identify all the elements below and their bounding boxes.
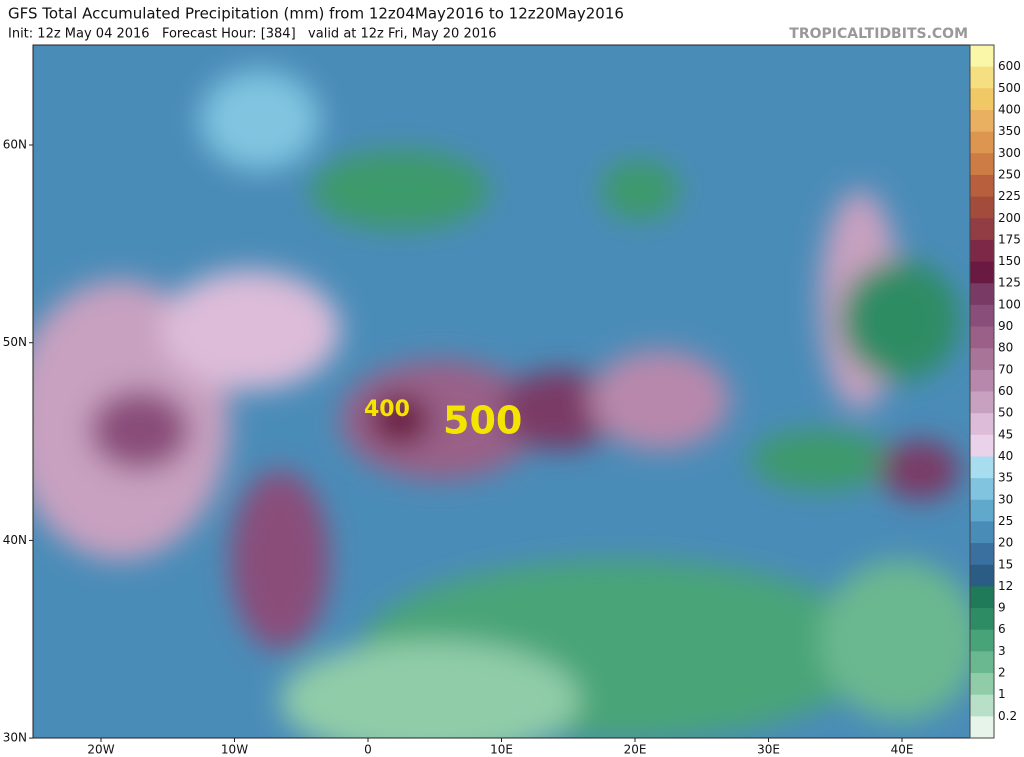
legend-swatch — [970, 564, 994, 587]
legend-swatch — [970, 434, 994, 457]
lon-label: 20E — [624, 743, 647, 757]
legend-label: 300 — [998, 146, 1021, 160]
legend-swatch — [970, 304, 994, 328]
legend-swatch — [970, 261, 994, 284]
legend-swatch — [970, 326, 994, 349]
annotation: 400 — [364, 397, 410, 422]
legend-swatch — [970, 521, 994, 544]
lon-label: 10E — [490, 743, 513, 757]
legend-swatch — [970, 88, 994, 111]
legend-label: 25 — [998, 514, 1013, 528]
watermark: TROPICALTIDBITS.COM — [789, 26, 968, 42]
legend-swatch — [970, 586, 994, 609]
legend-label: 150 — [998, 254, 1021, 268]
legend-swatch — [970, 651, 994, 674]
lat-label: 40N — [3, 533, 27, 547]
legend-label: 35 — [998, 471, 1013, 485]
legend-label: 100 — [998, 297, 1021, 311]
legend-swatch — [970, 369, 994, 392]
legend-swatch — [970, 694, 994, 717]
legend-label: 12 — [998, 579, 1013, 593]
legend-label: 1 — [998, 687, 1006, 701]
legend-label: 9 — [998, 601, 1006, 615]
legend-label: 200 — [998, 211, 1021, 225]
lon-label: 30E — [757, 743, 780, 757]
subtitle: Init: 12z May 04 2016 Forecast Hour: [38… — [8, 27, 497, 42]
legend: 6005004003503002502252001751501251009080… — [969, 44, 1021, 739]
legend-swatch — [970, 131, 994, 154]
legend-label: 15 — [998, 557, 1013, 571]
lat-label: 30N — [3, 731, 27, 745]
legend-swatch — [970, 45, 994, 68]
legend-label: 70 — [998, 362, 1013, 376]
title: GFS Total Accumulated Precipitation (mm)… — [8, 5, 624, 23]
legend-label: 0.2 — [998, 709, 1017, 723]
lon-label: 10W — [221, 743, 248, 757]
legend-swatch — [970, 348, 994, 371]
legend-swatch — [970, 413, 994, 436]
legend-label: 30 — [998, 492, 1013, 506]
legend-frame — [969, 44, 995, 739]
legend-swatch — [970, 543, 994, 566]
legend-label: 20 — [998, 536, 1013, 550]
legend-swatch — [970, 499, 994, 522]
legend-label: 125 — [998, 276, 1021, 290]
legend-swatch — [970, 174, 994, 198]
legend-swatch — [970, 391, 994, 414]
legend-label: 225 — [998, 189, 1021, 203]
legend-label: 60 — [998, 384, 1013, 398]
legend-label: 90 — [998, 319, 1013, 333]
legend-label: 45 — [998, 427, 1013, 441]
legend-swatch — [970, 66, 994, 89]
precip-map — [33, 45, 970, 738]
legend-swatch — [970, 673, 994, 696]
axes: 60N 50N 40N 30N 20W 10W 0 10E 20E 30E 40E — [3, 138, 914, 757]
legend-swatch — [970, 608, 994, 631]
legend-label: 6 — [998, 622, 1006, 636]
lon-label: 0 — [364, 743, 372, 757]
lat-label: 50N — [3, 335, 27, 349]
legend-label: 2 — [998, 666, 1006, 680]
legend-swatch — [970, 629, 994, 652]
legend-swatch — [970, 716, 994, 739]
legend-swatch — [970, 478, 994, 501]
legend-label: 400 — [998, 102, 1021, 116]
legend-label: 350 — [998, 124, 1021, 138]
legend-swatch — [970, 196, 994, 219]
legend-label: 250 — [998, 167, 1021, 181]
annotation: 500 — [443, 399, 522, 443]
legend-swatch — [970, 239, 994, 263]
legend-swatch — [970, 456, 994, 479]
legend-swatch — [970, 153, 994, 176]
lat-label: 60N — [3, 138, 27, 152]
legend-label: 600 — [998, 59, 1021, 73]
legend-label: 175 — [998, 232, 1021, 246]
lon-label: 20W — [87, 743, 114, 757]
legend-label: 500 — [998, 81, 1021, 95]
legend-swatch — [970, 109, 994, 133]
legend-label: 80 — [998, 341, 1013, 355]
legend-swatch — [970, 218, 994, 241]
legend-label: 3 — [998, 644, 1006, 658]
legend-swatch — [970, 283, 994, 306]
lon-label: 40E — [891, 743, 914, 757]
legend-label: 50 — [998, 406, 1013, 420]
legend-label: 40 — [998, 449, 1013, 463]
